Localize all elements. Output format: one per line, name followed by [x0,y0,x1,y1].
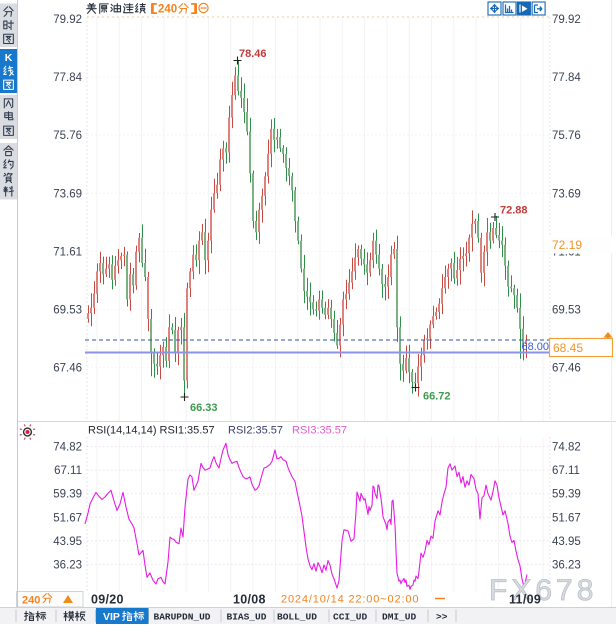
svg-text:66.72: 66.72 [423,391,451,403]
svg-text:72.19: 72.19 [552,238,582,252]
svg-text:43.95: 43.95 [53,536,82,548]
svg-text:79.92: 79.92 [552,14,581,26]
svg-text:240: 240 [158,4,177,16]
svg-text:59.39: 59.39 [53,489,82,501]
svg-text:74.82: 74.82 [552,442,581,454]
svg-text:75.76: 75.76 [53,130,82,142]
svg-text:09/20: 09/20 [91,593,124,607]
svg-text:68.00: 68.00 [521,341,549,353]
svg-text:78.46: 78.46 [239,48,267,60]
svg-text:69.53: 69.53 [53,305,82,317]
svg-text:10/08: 10/08 [233,593,266,607]
svg-text:BIAS_UD: BIAS_UD [227,612,267,623]
svg-text:67.11: 67.11 [54,465,82,477]
svg-text:DMI_UD: DMI_UD [382,612,417,623]
svg-text:59.39: 59.39 [552,489,581,501]
svg-text:77.84: 77.84 [552,72,581,84]
svg-text:51.67: 51.67 [53,512,82,524]
svg-text:36.23: 36.23 [53,559,82,571]
svg-text:VIP: VIP [103,611,120,623]
svg-text:67.11: 67.11 [552,465,580,477]
svg-text:67.46: 67.46 [53,363,82,375]
svg-text:73.69: 73.69 [53,188,82,200]
svg-text:240: 240 [22,595,40,607]
svg-text:RSI(14,14,14) RSI1:35.57: RSI(14,14,14) RSI1:35.57 [88,425,215,437]
svg-text:68.45: 68.45 [553,341,583,355]
svg-text:72.88: 72.88 [500,205,528,217]
svg-text:75.76: 75.76 [552,130,581,142]
svg-text:66.33: 66.33 [190,402,218,414]
svg-text:RSI3:35.57: RSI3:35.57 [292,425,347,437]
svg-text:51.67: 51.67 [552,512,581,524]
svg-text:BARUPDN_UD: BARUPDN_UD [154,612,211,623]
svg-text:11/09: 11/09 [509,593,541,607]
svg-text:69.53: 69.53 [552,305,581,317]
svg-text:74.82: 74.82 [53,442,82,454]
svg-text:RSI2:35.57: RSI2:35.57 [228,425,283,437]
svg-text:2024/10/14 22:00~02:00: 2024/10/14 22:00~02:00 [281,594,419,606]
svg-text:K: K [5,52,13,64]
svg-text:71.61: 71.61 [53,246,82,258]
svg-text:73.69: 73.69 [552,188,581,200]
svg-text:36.23: 36.23 [552,559,581,571]
svg-text:FX678: FX678 [489,574,597,607]
svg-text:CCI_UD: CCI_UD [333,612,368,623]
svg-text:BOLL_UD: BOLL_UD [277,612,317,623]
svg-text:>>: >> [436,612,448,623]
svg-text:77.84: 77.84 [53,72,82,84]
svg-text:79.92: 79.92 [53,14,82,26]
svg-text:43.95: 43.95 [552,536,581,548]
svg-text:67.46: 67.46 [552,363,581,375]
